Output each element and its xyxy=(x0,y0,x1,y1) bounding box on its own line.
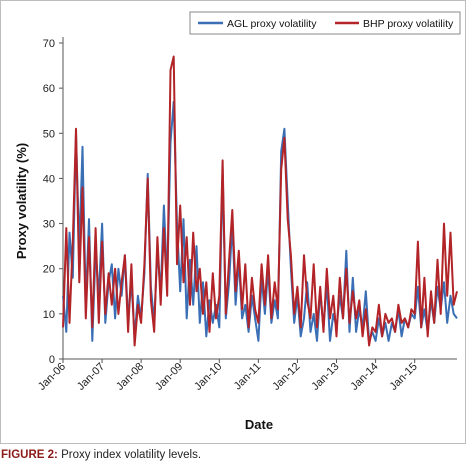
chart-frame: AGL proxy volatility BHP proxy volatilit… xyxy=(0,0,466,444)
x-tick-label: Jan-14 xyxy=(348,361,380,393)
y-tick-label: 10 xyxy=(43,309,55,321)
y-tick-label: 30 xyxy=(43,219,55,231)
y-tick-label: 40 xyxy=(43,173,55,185)
x-tick-label: Jan-09 xyxy=(153,361,185,393)
y-axis-title: Proxy volatility (%) xyxy=(14,143,29,259)
x-tick-label: Jan-13 xyxy=(309,361,341,393)
figure-caption: FIGURE 2: Proxy index volatility levels. xyxy=(1,449,467,461)
chart-legend: AGL proxy volatility BHP proxy volatilit… xyxy=(189,11,461,35)
legend-box xyxy=(189,11,461,35)
series-layer xyxy=(62,55,458,347)
series-line-bhp xyxy=(62,55,458,347)
y-axis: 0 10 20 30 40 50 60 70 xyxy=(43,37,64,366)
x-tick-label: Jan-15 xyxy=(388,361,420,393)
x-axis: Jan-06 Jan-07 Jan-08 Jan-09 Jan-10 Jan-11 Jan-… xyxy=(36,358,457,393)
y-tick-label: 20 xyxy=(43,264,55,276)
x-tick-label: Jan-12 xyxy=(270,361,302,393)
y-tick-label: 70 xyxy=(43,38,55,50)
x-axis-title: Date xyxy=(245,417,273,432)
legend-label-agl: AGL proxy volatility xyxy=(227,18,317,30)
y-tick-label: 60 xyxy=(43,83,55,95)
x-tick-label: Jan-10 xyxy=(192,361,224,393)
caption-label: FIGURE 2: xyxy=(1,449,58,461)
x-tick-label: Jan-07 xyxy=(75,361,107,393)
caption-text: Proxy index volatility levels. xyxy=(61,449,202,461)
y-tick-label: 0 xyxy=(49,354,55,366)
volatility-chart: AGL proxy volatility BHP proxy volatilit… xyxy=(14,11,461,432)
x-tick-label: Jan-11 xyxy=(232,361,264,393)
legend-label-bhp: BHP proxy volatility xyxy=(363,18,454,30)
x-tick-label: Jan-08 xyxy=(114,361,146,393)
y-tick-label: 50 xyxy=(43,128,55,140)
